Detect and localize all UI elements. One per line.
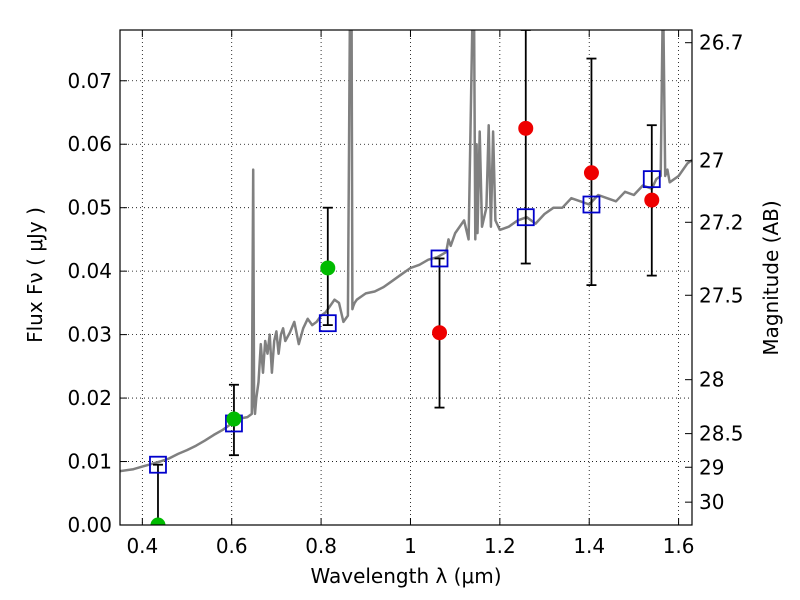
- y-tick-label: 0.06: [67, 132, 112, 156]
- magnitude-tick-label: 27.5: [699, 283, 744, 307]
- model-photometry-square: [318, 314, 337, 333]
- model-photometry-square: [582, 195, 601, 214]
- x-axis-label: Wavelength λ (μm): [310, 564, 501, 588]
- x-tick-label: 0.4: [126, 534, 158, 558]
- magnitude-tick-label: 28.5: [699, 422, 744, 446]
- model-photometry-square: [642, 170, 661, 189]
- magnitude-tick-label: 27: [699, 149, 724, 173]
- x-tick-label: 1: [404, 534, 417, 558]
- x-tick-label: 1.4: [573, 534, 605, 558]
- data-layer: [120, 30, 692, 525]
- model-photometry-square: [516, 208, 535, 227]
- observed-point: [583, 165, 599, 181]
- observed-point: [518, 120, 534, 136]
- x-tick-label: 0.6: [216, 534, 248, 558]
- axes: 0.4 0.6 0.8 1 1.2 1.4 1.6 0.00 0.01 0.02 0.03 0.04 0…: [67, 29, 744, 558]
- x-tick-label: 0.8: [305, 534, 337, 558]
- magnitude-tick-label: 28: [699, 368, 724, 392]
- detection-point: [226, 411, 242, 427]
- y-tick-label: 0.03: [67, 323, 112, 347]
- y-tick-label: 0.04: [67, 259, 112, 283]
- x-tick-label: 1.6: [663, 534, 695, 558]
- magnitude-tick-label: 30: [699, 490, 724, 514]
- magnitude-tick-label: 27.2: [699, 210, 744, 234]
- y-tick-label: 0.00: [67, 513, 112, 537]
- magnitude-tick-label: 26.7: [699, 31, 744, 55]
- plot-frame: [119, 29, 693, 526]
- model-spectrum-line: [120, 30, 692, 473]
- y-tick-label: 0.01: [67, 450, 112, 474]
- observed-point: [432, 325, 448, 341]
- y-axis-label: Flux Fν ( μJy ): [23, 207, 47, 343]
- detection-point: [320, 260, 336, 276]
- y-tick-label: 0.07: [67, 69, 112, 93]
- x-tick-label: 1.2: [484, 534, 516, 558]
- observed-point: [644, 192, 660, 208]
- y-tick-label: 0.02: [67, 386, 112, 410]
- right-axis-label: Magnitude (AB): [759, 200, 783, 355]
- detection-point: [150, 517, 166, 525]
- model-photometry-square: [430, 249, 449, 268]
- magnitude-tick-label: 29: [699, 455, 724, 479]
- model-photometry-square: [149, 455, 167, 474]
- y-tick-label: 0.05: [67, 196, 112, 220]
